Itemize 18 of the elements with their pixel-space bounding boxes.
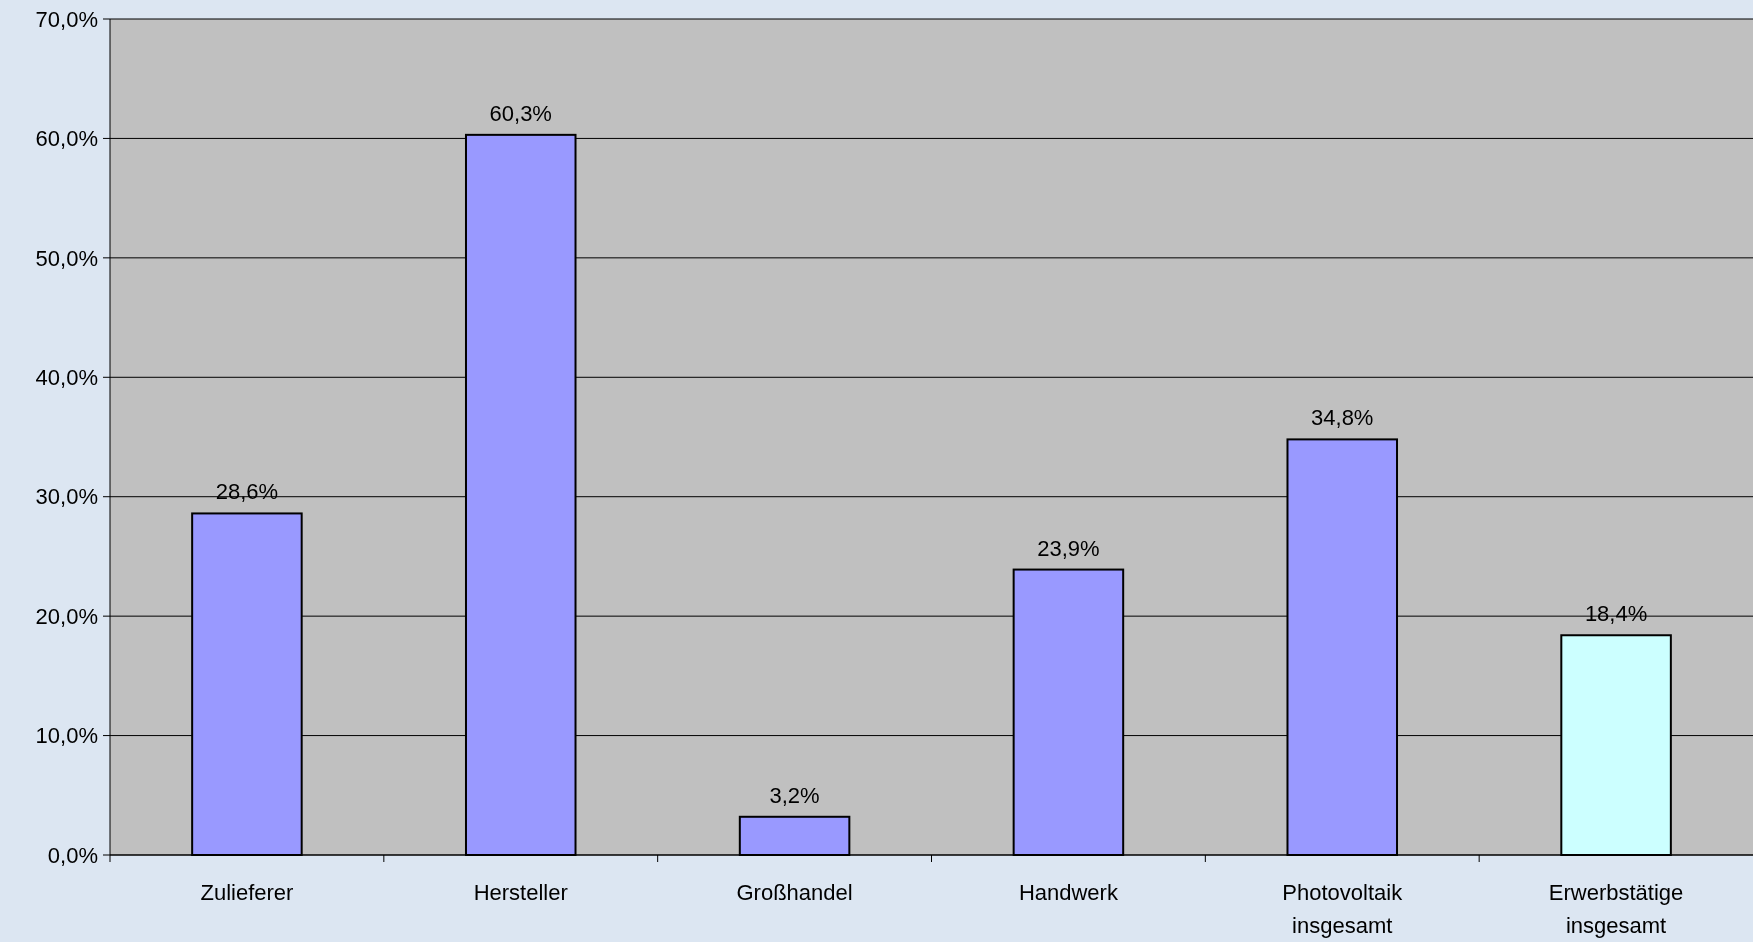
data-label: 34,8% xyxy=(1311,405,1374,431)
x-tick-label: Handwerk xyxy=(1018,880,1119,905)
data-label: 23,9% xyxy=(1037,535,1100,561)
data-label: 60,3% xyxy=(489,100,552,126)
x-tick-label: Zulieferer xyxy=(200,880,294,905)
x-tick-label: Hersteller xyxy=(473,880,568,905)
y-tick-label: 70,0% xyxy=(35,6,98,32)
y-tick-label: 50,0% xyxy=(35,245,98,271)
x-tick-label: Erwerbstätige insgesamt xyxy=(1548,880,1684,938)
y-tick-label: 60,0% xyxy=(35,126,98,152)
x-tick-label: Photovoltaik insgesamt xyxy=(1282,880,1404,938)
y-tick-label: 30,0% xyxy=(35,484,98,510)
y-tick-label: 0,0% xyxy=(47,842,98,868)
y-tick-label: 10,0% xyxy=(35,723,98,749)
y-tick-label: 20,0% xyxy=(35,603,98,629)
y-tick-label: 40,0% xyxy=(35,364,98,390)
data-label: 3,2% xyxy=(769,782,820,808)
x-tick-label: Großhandel xyxy=(736,880,853,905)
